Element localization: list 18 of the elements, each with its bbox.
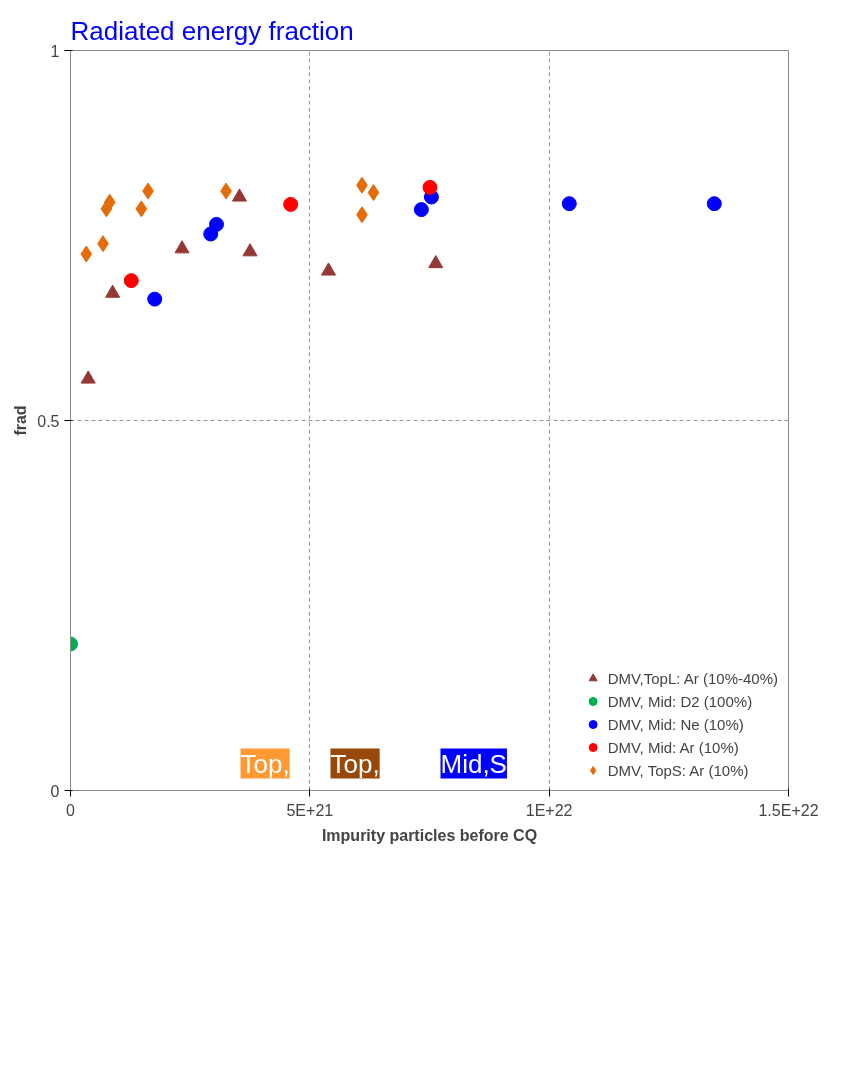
annotation: Mid,S — [440, 748, 507, 779]
annotation: Top, — [330, 748, 380, 779]
x-tick-label: 5E+21 — [286, 801, 334, 819]
legend-label: DMV, TopS: Ar (10%) — [607, 761, 749, 779]
x-tick-label: 0 — [66, 801, 76, 819]
legend-label: DMV, Mid: Ne (10%) — [607, 715, 744, 733]
y-tick-label: 0.5 — [37, 412, 60, 430]
legend-label: DMV, Mid: D2 (100%) — [607, 692, 753, 710]
y-axis-title: frad — [12, 405, 30, 436]
x-tick-label: 1.5E+22 — [758, 801, 819, 819]
y-tick-label: 1 — [50, 42, 60, 60]
x-axis-title: Impurity particles before CQ — [321, 826, 538, 844]
legend-label: DMV,TopL: Ar (10%-40%) — [607, 669, 778, 687]
y-tick-label: 0 — [50, 782, 60, 800]
legend-label: DMV, Mid: Ar (10%) — [607, 738, 739, 756]
annotation: Top, — [240, 748, 290, 779]
x-tick-label: 1E+22 — [525, 801, 573, 819]
chart-title: Radiated energy fraction — [70, 15, 354, 46]
